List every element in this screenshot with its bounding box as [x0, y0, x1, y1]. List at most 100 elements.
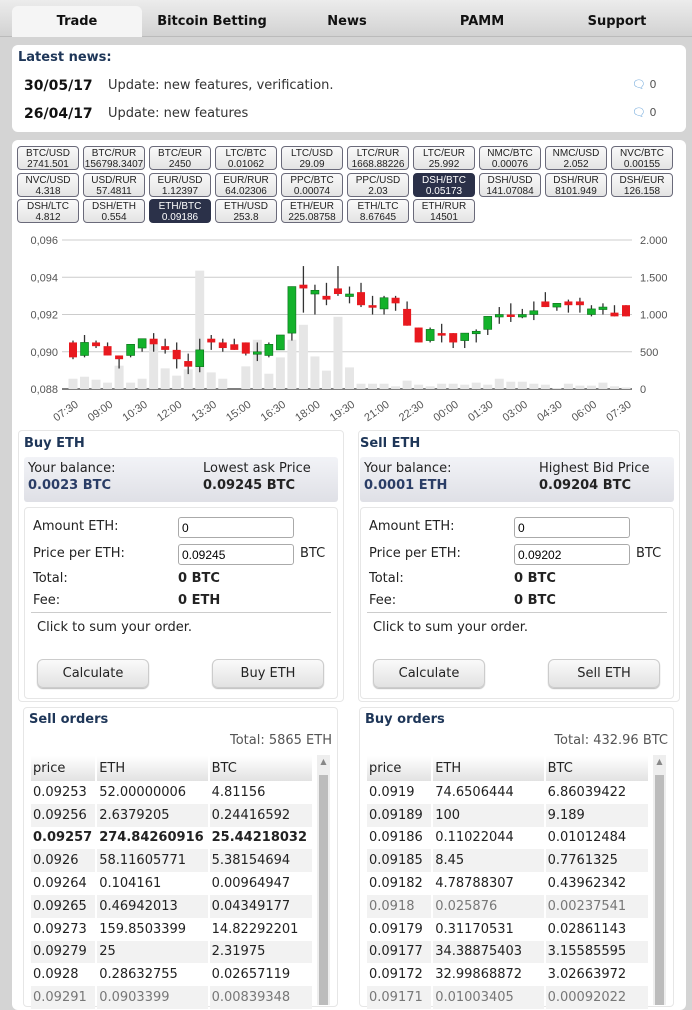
scroll-thumb[interactable]: [655, 775, 664, 1005]
tab-pamm[interactable]: PAMM: [459, 14, 505, 29]
column-header[interactable]: BTC: [209, 756, 312, 781]
cell-price: 0.09279: [31, 940, 96, 964]
table-row[interactable]: 0.09265 0.46942013 0.04349177: [31, 894, 312, 918]
column-header[interactable]: BTC: [545, 756, 648, 781]
tab-news[interactable]: News: [327, 14, 367, 29]
ticker-eth-rur[interactable]: ETH/RUR 14501: [413, 199, 475, 223]
sell-calculate-button[interactable]: Calculate: [373, 659, 485, 688]
column-header[interactable]: price: [367, 756, 432, 781]
candle: [449, 333, 458, 343]
sell-orders-scrollbar[interactable]: ▲: [317, 755, 330, 1005]
table-row[interactable]: 0.0928 0.28632755 0.02657119: [31, 963, 312, 986]
ticker-usd-rur[interactable]: USD/RUR 57.4811: [83, 172, 145, 197]
ticker-price: 0.00074: [293, 185, 331, 197]
ticker-eth-usd[interactable]: ETH/USD 253.8: [215, 199, 277, 223]
ticker-nmc-usd[interactable]: NMC/USD 2.052: [545, 146, 607, 170]
ticker-btc-eur[interactable]: BTC/EUR 2450: [149, 146, 211, 170]
ticker-eth-ltc[interactable]: ETH/LTC 8.67645: [347, 199, 409, 223]
cell-price: 0.09189: [367, 803, 432, 827]
table-row[interactable]: 0.09256 2.6379205 0.24416592: [31, 803, 312, 827]
table-row[interactable]: 0.09189 100 9.189: [367, 803, 648, 827]
ticker-ltc-usd[interactable]: LTC/USD 29.09: [281, 146, 343, 170]
candle: [207, 338, 216, 343]
buy-price-input[interactable]: [178, 544, 294, 565]
ticker-btc-usd[interactable]: BTC/USD 2741.501: [17, 146, 79, 170]
ticker-ltc-rur[interactable]: LTC/RUR 1668.88226: [347, 146, 409, 170]
volume-bar: [586, 385, 596, 389]
table-row[interactable]: 0.09279 25 2.31975: [31, 940, 312, 964]
table-row[interactable]: 0.0918 0.025876 0.00237541: [367, 894, 648, 918]
ticker-nvc-btc[interactable]: NVC/BTC 0.00155: [611, 146, 673, 170]
buy-eth-button[interactable]: Buy ETH: [212, 659, 324, 688]
table-row[interactable]: 0.09257 274.84260916 25.44218032: [31, 827, 312, 850]
volume-bar: [483, 384, 493, 389]
ticker-nmc-btc[interactable]: NMC/BTC 0.00076: [479, 146, 541, 170]
buy-amount-input[interactable]: [178, 517, 294, 538]
tab-trade[interactable]: Trade: [12, 6, 142, 37]
scroll-up-icon[interactable]: ▲: [320, 757, 327, 766]
buy-calculate-button[interactable]: Calculate: [37, 659, 149, 688]
table-row[interactable]: 0.09253 52.00000006 4.81156: [31, 781, 312, 804]
news-comments[interactable]: 🗨 0: [632, 78, 656, 91]
news-link[interactable]: Update: new features, verification.: [108, 78, 334, 93]
candle: [471, 330, 481, 335]
column-header[interactable]: ETH: [433, 756, 544, 781]
news-date: 30/05/17: [24, 78, 93, 94]
news-item[interactable]: 30/05/17 Update: new features, verificat…: [24, 78, 664, 98]
ticker-ppc-btc[interactable]: PPC/BTC 0.00074: [281, 172, 343, 197]
candle: [552, 303, 562, 308]
ticker-ltc-btc[interactable]: LTC/BTC 0.01062: [215, 146, 277, 170]
ticker-nvc-usd[interactable]: NVC/USD 4.318: [17, 172, 79, 197]
cell-eth: 52.00000006: [99, 784, 187, 800]
volume-bar: [552, 388, 562, 389]
cell-eth: 74.6506444: [435, 784, 514, 800]
tab-support[interactable]: Support: [587, 14, 647, 29]
cell-btc: 0.43962342: [547, 876, 627, 892]
table-row[interactable]: 0.09291 0.0903399 0.00839348: [31, 986, 312, 1009]
ticker-dsh-btc[interactable]: DSH/BTC 0.05173: [413, 172, 475, 197]
table-row[interactable]: 0.09264 0.104161 0.00964947: [31, 872, 312, 895]
cell-price: 0.09171: [367, 986, 432, 1009]
sell-eth-button[interactable]: Sell ETH: [548, 659, 660, 688]
news-item[interactable]: 26/04/17 Update: new features 🗨 0: [24, 106, 664, 126]
table-row[interactable]: 0.09273 159.8503399 14.82292201: [31, 918, 312, 941]
table-row[interactable]: 0.09185 8.45 0.7761325: [367, 849, 648, 873]
ticker-dsh-usd[interactable]: DSH/USD 141.07084: [479, 172, 541, 197]
ticker-ltc-eur[interactable]: LTC/EUR 25.992: [413, 146, 475, 170]
table-row[interactable]: 0.09182 4.78788307 0.43962342: [367, 872, 648, 895]
ticker-dsh-eur[interactable]: DSH/EUR 126.158: [611, 172, 673, 197]
news-comments[interactable]: 🗨 0: [632, 106, 656, 119]
ticker-ppc-usd[interactable]: PPC/USD 2.03: [347, 172, 409, 197]
y-right-tick-label: 0: [640, 384, 646, 396]
ticker-dsh-ltc[interactable]: DSH/LTC 4.812: [17, 199, 79, 223]
column-header[interactable]: ETH: [97, 756, 208, 781]
scroll-thumb[interactable]: [319, 775, 328, 1005]
column-header[interactable]: price: [31, 756, 96, 781]
buy-orders-scrollbar[interactable]: ▲: [653, 755, 666, 1005]
sell-price-input[interactable]: [514, 544, 630, 565]
scroll-up-icon[interactable]: ▲: [656, 757, 663, 766]
comment-icon: 🗨: [632, 78, 646, 91]
cell-eth: 0.025876: [433, 894, 544, 918]
table-row[interactable]: 0.09171 0.01003405 0.00092022: [367, 986, 648, 1009]
ticker-dsh-rur[interactable]: DSH/RUR 8101.949: [545, 172, 607, 197]
y-left-tick-label: 0,096: [30, 235, 58, 247]
table-row[interactable]: 0.0919 74.6506444 6.86039422: [367, 781, 648, 804]
ticker-eur-rur[interactable]: EUR/RUR 64.02306: [215, 172, 277, 197]
ticker-dsh-eth[interactable]: DSH/ETH 0.554: [83, 199, 145, 223]
table-row[interactable]: 0.0926 58.11605771 5.38154694: [31, 849, 312, 873]
ticker-eur-usd[interactable]: EUR/USD 1.12397: [149, 172, 211, 197]
news-link[interactable]: Update: new features: [108, 106, 249, 121]
tab-bitcoin-betting[interactable]: Bitcoin Betting: [157, 14, 267, 29]
ticker-pair: NMC/BTC: [487, 148, 533, 159]
ticker-btc-rur[interactable]: BTC/RUR 156798.3407: [83, 146, 145, 170]
table-row[interactable]: 0.09172 32.99868872 3.02663972: [367, 963, 648, 986]
sell-amount-input[interactable]: [514, 517, 630, 538]
ticker-price: 2.052: [563, 159, 589, 170]
table-row[interactable]: 0.09179 0.31170531 0.02861143: [367, 918, 648, 941]
ticker-eth-btc[interactable]: ETH/BTC 0.09186: [149, 199, 211, 223]
price-chart[interactable]: 0,096 2.000 0,094 1.500 0,092 1.000 0,090 500 0,…: [0, 230, 692, 430]
table-row[interactable]: 0.09177 34.38875403 3.15585595: [367, 940, 648, 964]
ticker-eth-eur[interactable]: ETH/EUR 225.08758: [281, 199, 343, 223]
table-row[interactable]: 0.09186 0.11022044 0.01012484: [367, 827, 648, 850]
